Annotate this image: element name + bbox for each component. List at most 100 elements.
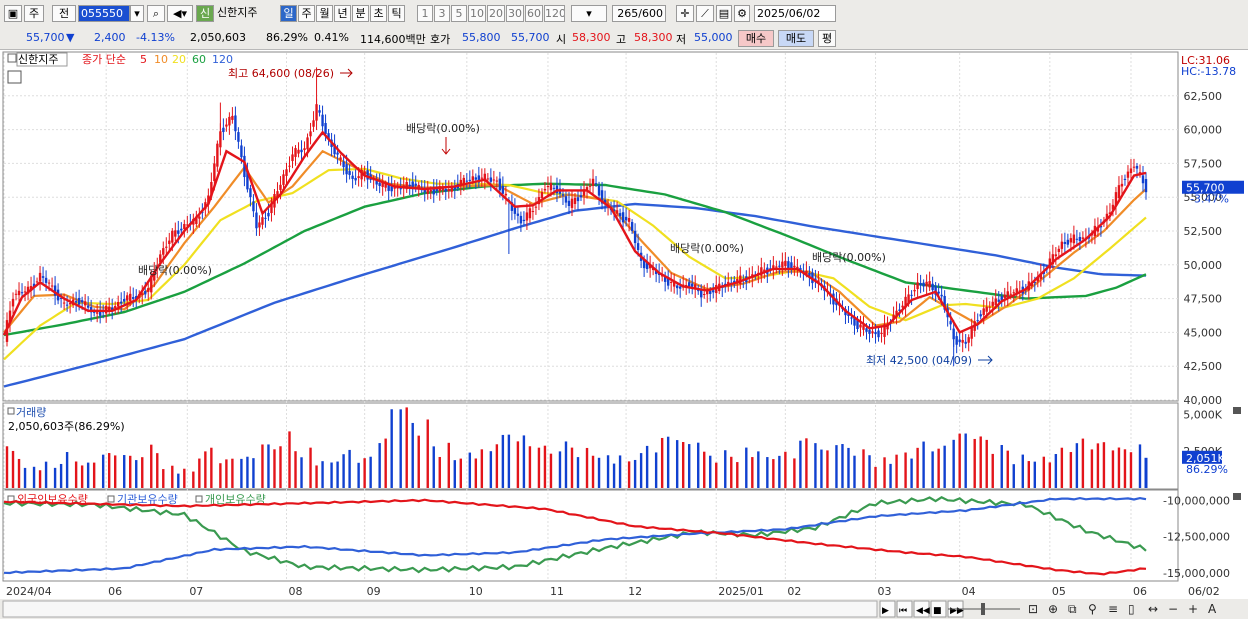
save-icon[interactable]: ▤ [716, 5, 732, 22]
period-tab-4[interactable]: 분 [352, 5, 369, 22]
candle-body [907, 294, 910, 303]
holding-tick-label: -15,000,000 [1163, 567, 1230, 580]
candle-body [249, 188, 252, 198]
candle-body [669, 281, 673, 283]
search-icon[interactable]: ⌕ [147, 5, 165, 22]
candle-body [1054, 254, 1058, 257]
buy-button[interactable]: 매수 [738, 30, 774, 47]
candle-body [534, 206, 538, 208]
zoom-slider-handle [981, 603, 985, 615]
candle-body [540, 191, 544, 198]
crosshair-icon[interactable]: ✛ [676, 5, 694, 22]
volume-bar [32, 466, 36, 488]
minute-tab-120[interactable]: 120 [544, 5, 565, 22]
code-dropdown-icon[interactable]: ▾ [130, 5, 144, 22]
prev-button[interactable]: 전 [52, 5, 76, 22]
chart-area[interactable]: 거래량 2,050,603주(86.29%) 외국인보유수량 기관보유수량 개인보유수… [0, 50, 1248, 621]
volume-bar [336, 461, 339, 488]
candle-body [1057, 248, 1061, 253]
volume-box-icon [7, 407, 15, 415]
minute-tab-30[interactable]: 30 [506, 5, 524, 22]
candle-body [510, 202, 514, 211]
candle-body [700, 289, 703, 298]
period-tab-1[interactable]: 주 [298, 5, 315, 22]
candle-body [237, 132, 240, 142]
volume-readout: 2,050,603주(86.29%) [8, 420, 125, 433]
minute-tab-5[interactable]: 5 [451, 5, 467, 22]
volume-bar [703, 451, 706, 488]
price-tick-label: 60,000 [1184, 124, 1223, 137]
legend-ma-20: 20 [172, 53, 186, 66]
market-select[interactable]: 주 [24, 5, 44, 22]
candle-body [333, 143, 336, 155]
sound-icon[interactable]: ◀▾ [167, 5, 193, 22]
period-tab-6[interactable]: 틱 [388, 5, 405, 22]
date-input[interactable]: 2025/06/02 [754, 5, 836, 22]
line-tool-icon[interactable]: ⟋ [696, 5, 714, 22]
candle-body [417, 184, 420, 188]
candle-body [113, 306, 117, 308]
minute-tab-60[interactable]: 60 [525, 5, 543, 22]
candle-body [414, 183, 417, 186]
candle-body [675, 285, 679, 289]
tool-icon-1: ⊕ [1048, 602, 1058, 616]
unit-select[interactable]: ▾ [571, 5, 607, 22]
candle-body [83, 301, 87, 306]
candle-body [621, 212, 625, 223]
volume-bar [805, 438, 808, 488]
minute-tab-20[interactable]: 20 [487, 5, 505, 22]
candle-body [901, 305, 904, 308]
bar-count[interactable]: 265/600 [612, 5, 666, 22]
candle-body [59, 297, 63, 299]
volume-bar [86, 462, 90, 488]
gear-icon[interactable]: ⚙ [734, 5, 750, 22]
minute-tab-1[interactable]: 1 [417, 5, 433, 22]
candle-body [703, 293, 706, 295]
price-panel-frame [2, 51, 1179, 402]
candle-body [270, 203, 273, 214]
period-tab-5[interactable]: 초 [370, 5, 387, 22]
bid-price: 55,700 [511, 31, 550, 44]
volume-bar [1111, 450, 1115, 488]
candle-body [303, 148, 306, 151]
volume-bar [1048, 462, 1052, 488]
sell-button[interactable]: 매도 [778, 30, 814, 47]
candle-body [712, 290, 715, 293]
candle-body [883, 324, 886, 337]
minute-tab-3[interactable]: 3 [434, 5, 450, 22]
eval-button[interactable]: 평 [818, 30, 836, 47]
minute-tab-10[interactable]: 10 [468, 5, 486, 22]
volume-bar [65, 452, 69, 488]
candle-body [159, 254, 162, 263]
candle-body [600, 190, 604, 204]
volume-bar [135, 460, 138, 488]
volume-bar [1102, 442, 1106, 488]
candle-body [790, 262, 793, 270]
candle-body [339, 157, 342, 160]
candle-body [447, 189, 450, 192]
volume-bar [1138, 444, 1142, 488]
candle-body [501, 185, 505, 194]
candle-body [940, 294, 943, 297]
period-tab-3[interactable]: 년 [334, 5, 351, 22]
period-tab-2[interactable]: 월 [316, 5, 333, 22]
volume-bar [697, 442, 700, 488]
candle-body [739, 275, 742, 285]
code-input[interactable]: 055550 [78, 5, 130, 22]
candle-body [597, 185, 601, 196]
period-tab-0[interactable]: 일 [280, 5, 297, 22]
volume-bar [952, 439, 955, 488]
volume-bar [576, 457, 580, 488]
high-label: 고 [616, 33, 627, 46]
candle-body [1000, 296, 1003, 302]
volume-bar [1000, 445, 1003, 488]
candle-body [1051, 254, 1055, 265]
x-tick-label: 07 [189, 585, 203, 598]
legend-prefix: 종가 단순 [82, 53, 126, 66]
window-icon[interactable]: ▣ [4, 5, 22, 22]
tool-icon-0: ⊡ [1028, 602, 1038, 616]
volume-bar [378, 443, 381, 488]
candle-body [450, 186, 453, 192]
volume-bar [432, 446, 435, 488]
